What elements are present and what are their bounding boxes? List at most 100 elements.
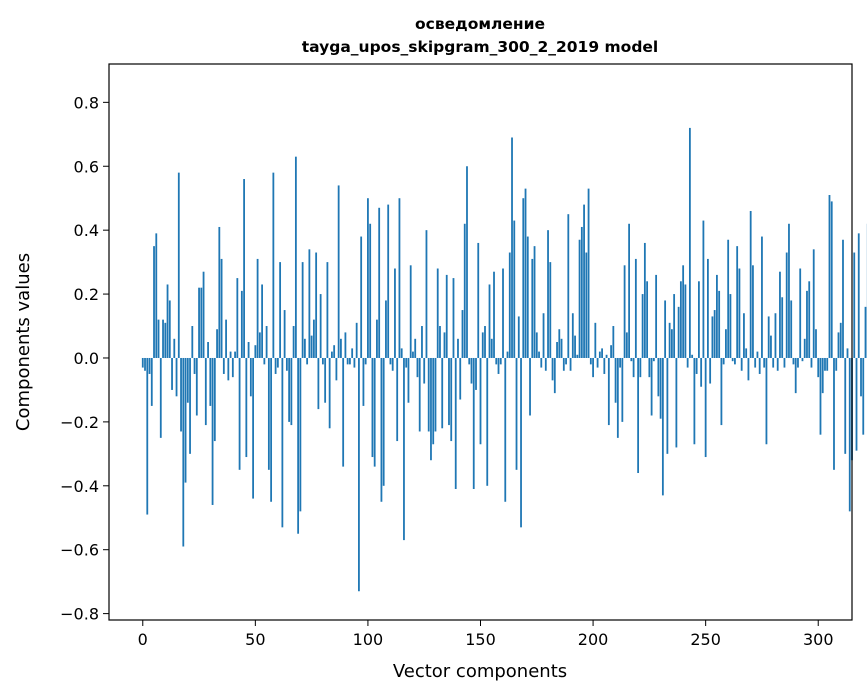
bar	[486, 357, 489, 486]
bar	[657, 357, 660, 397]
bar	[821, 357, 824, 394]
x-tick-label: 50	[245, 630, 265, 649]
bar	[526, 236, 529, 358]
bar	[166, 284, 169, 358]
bar	[421, 326, 423, 358]
bar	[182, 357, 185, 547]
bar	[693, 357, 696, 445]
bar	[828, 195, 831, 358]
bar	[173, 338, 176, 358]
bar	[637, 357, 640, 474]
bar	[569, 357, 572, 371]
bar	[668, 322, 671, 358]
bar	[641, 294, 644, 358]
bar	[340, 338, 342, 358]
bar	[394, 268, 396, 358]
y-tick-label: −0.6	[60, 541, 99, 560]
y-tick-label: −0.4	[60, 477, 99, 496]
bar	[853, 252, 856, 358]
bar	[213, 357, 216, 442]
bar	[682, 265, 685, 358]
bar	[801, 357, 804, 362]
bar	[231, 357, 234, 378]
bar	[679, 281, 682, 358]
bar	[294, 156, 297, 358]
bar	[461, 310, 464, 358]
bar	[351, 348, 354, 358]
bar	[184, 357, 187, 483]
y-tick-label: 0.2	[74, 285, 99, 304]
bar	[544, 357, 547, 371]
bar	[504, 357, 507, 502]
bar	[488, 284, 491, 358]
bar	[677, 306, 680, 358]
bar	[788, 223, 790, 358]
bar	[711, 316, 714, 358]
bar	[490, 338, 493, 358]
bar	[605, 354, 608, 358]
bar	[247, 342, 250, 358]
chart-title-line1: осведомление	[415, 15, 545, 33]
bar	[844, 357, 847, 454]
bar	[511, 137, 513, 358]
bar	[267, 357, 270, 470]
bar	[414, 338, 417, 358]
bar	[601, 348, 603, 358]
y-tick-label: 0.8	[74, 93, 99, 112]
bar	[691, 354, 694, 358]
bar	[441, 357, 444, 429]
bar	[400, 348, 403, 358]
bar	[695, 357, 698, 374]
bar	[369, 223, 372, 358]
bar	[216, 329, 218, 358]
bar	[380, 357, 383, 502]
bar	[463, 223, 466, 358]
bar	[333, 345, 336, 358]
bar	[412, 351, 414, 358]
bar	[450, 357, 453, 442]
bar	[290, 357, 293, 426]
bar	[506, 351, 509, 358]
bar	[403, 357, 405, 541]
bar	[360, 236, 363, 358]
bar	[146, 357, 149, 515]
bar	[254, 345, 257, 358]
bar	[562, 357, 565, 371]
bar	[580, 226, 583, 358]
bar	[824, 357, 826, 371]
bar	[799, 268, 802, 358]
bar	[639, 357, 642, 378]
bar	[628, 223, 630, 358]
bar	[621, 357, 624, 422]
bar	[686, 357, 689, 368]
bar	[587, 188, 590, 358]
bar	[709, 357, 712, 384]
bar	[515, 357, 518, 470]
bar	[495, 357, 498, 365]
bar	[153, 246, 155, 358]
bar	[729, 294, 732, 358]
chart-title-line2: tayga_upos_skipgram_300_2_2019 model	[302, 38, 659, 56]
bar	[740, 357, 743, 371]
bar	[756, 351, 759, 358]
bar	[180, 357, 182, 432]
bar	[598, 351, 601, 358]
bar	[195, 357, 198, 416]
bar	[229, 351, 232, 358]
bar	[306, 357, 309, 365]
plot-frame	[108, 63, 853, 621]
bar	[263, 357, 266, 365]
bar	[736, 246, 739, 358]
bar	[810, 357, 813, 368]
bar	[761, 236, 763, 358]
bar	[576, 354, 579, 358]
bar	[540, 357, 543, 368]
bar	[664, 300, 667, 358]
bar	[493, 271, 495, 358]
bar	[529, 357, 531, 416]
bar	[292, 326, 295, 358]
bar	[288, 357, 291, 422]
bar	[542, 313, 545, 358]
bar	[189, 357, 191, 454]
bar	[445, 274, 448, 358]
